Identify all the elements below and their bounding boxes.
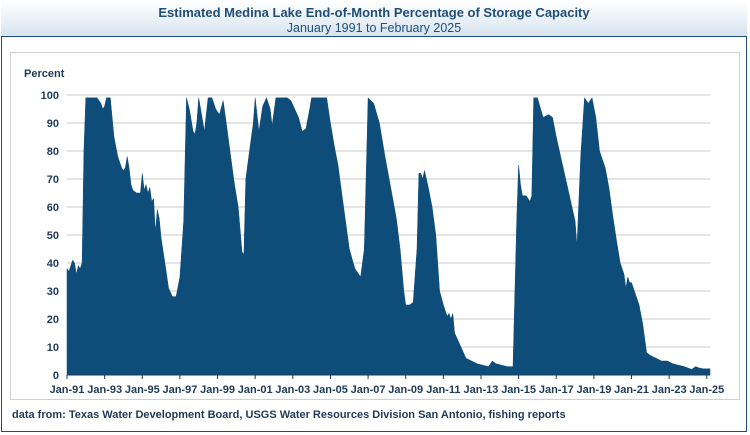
y-tick-label: 0: [53, 370, 59, 382]
storage-area-series-0: [66, 97, 711, 376]
x-tick-label: Jan-01: [238, 384, 273, 396]
x-tick-label: Jan-95: [125, 384, 160, 396]
y-tick-label: 10: [47, 342, 59, 354]
x-tick-labels: Jan-91 Jan-93 Jan-95 Jan-97 Jan-99 Jan-01 Jan-…: [50, 375, 724, 396]
y-tick-label: 40: [47, 258, 59, 270]
x-tick-label: Jan-93: [87, 384, 122, 396]
x-tick-label: Jan-19: [576, 384, 611, 396]
x-tick-label: Jan-97: [162, 384, 197, 396]
x-tick-label: Jan-91: [50, 384, 85, 396]
x-tick-label: Jan-09: [388, 384, 423, 396]
y-tick-label: 100: [41, 90, 59, 102]
x-tick-label: Jan-13: [464, 384, 499, 396]
source-note: data from: Texas Water Development Board…: [12, 409, 566, 421]
y-axis-label: Percent: [24, 68, 65, 80]
x-tick-label: Jan-99: [200, 384, 235, 396]
y-tick-label: 20: [47, 314, 59, 326]
x-tick-label: Jan-15: [501, 384, 536, 396]
chart-subtitle: January 1991 to February 2025: [286, 21, 462, 35]
x-tick-label: Jan-23: [652, 384, 687, 396]
y-tick-label: 90: [47, 118, 59, 130]
y-tick-label: 70: [47, 174, 59, 186]
y-tick-label: 30: [47, 286, 59, 298]
chart-title: Estimated Medina Lake End-of-Month Perce…: [158, 5, 590, 20]
data-area: [66, 97, 711, 376]
y-tick-label: 60: [47, 202, 59, 214]
y-tick-label: 50: [47, 230, 59, 242]
x-tick-label: Jan-21: [614, 384, 649, 396]
x-tick-label: Jan-17: [539, 384, 574, 396]
x-tick-label: Jan-11: [426, 384, 460, 396]
x-tick-label: Jan-05: [313, 384, 348, 396]
x-tick-label: Jan-03: [275, 384, 310, 396]
y-tick-label: 80: [47, 146, 59, 158]
y-tick-labels: 0 10 20 30 40 50 60 70 80 90 100: [41, 90, 59, 382]
x-tick-label: Jan-25: [689, 384, 724, 396]
chart-header: Estimated Medina Lake End-of-Month Perce…: [1, 1, 747, 37]
x-tick-label: Jan-07: [351, 384, 386, 396]
